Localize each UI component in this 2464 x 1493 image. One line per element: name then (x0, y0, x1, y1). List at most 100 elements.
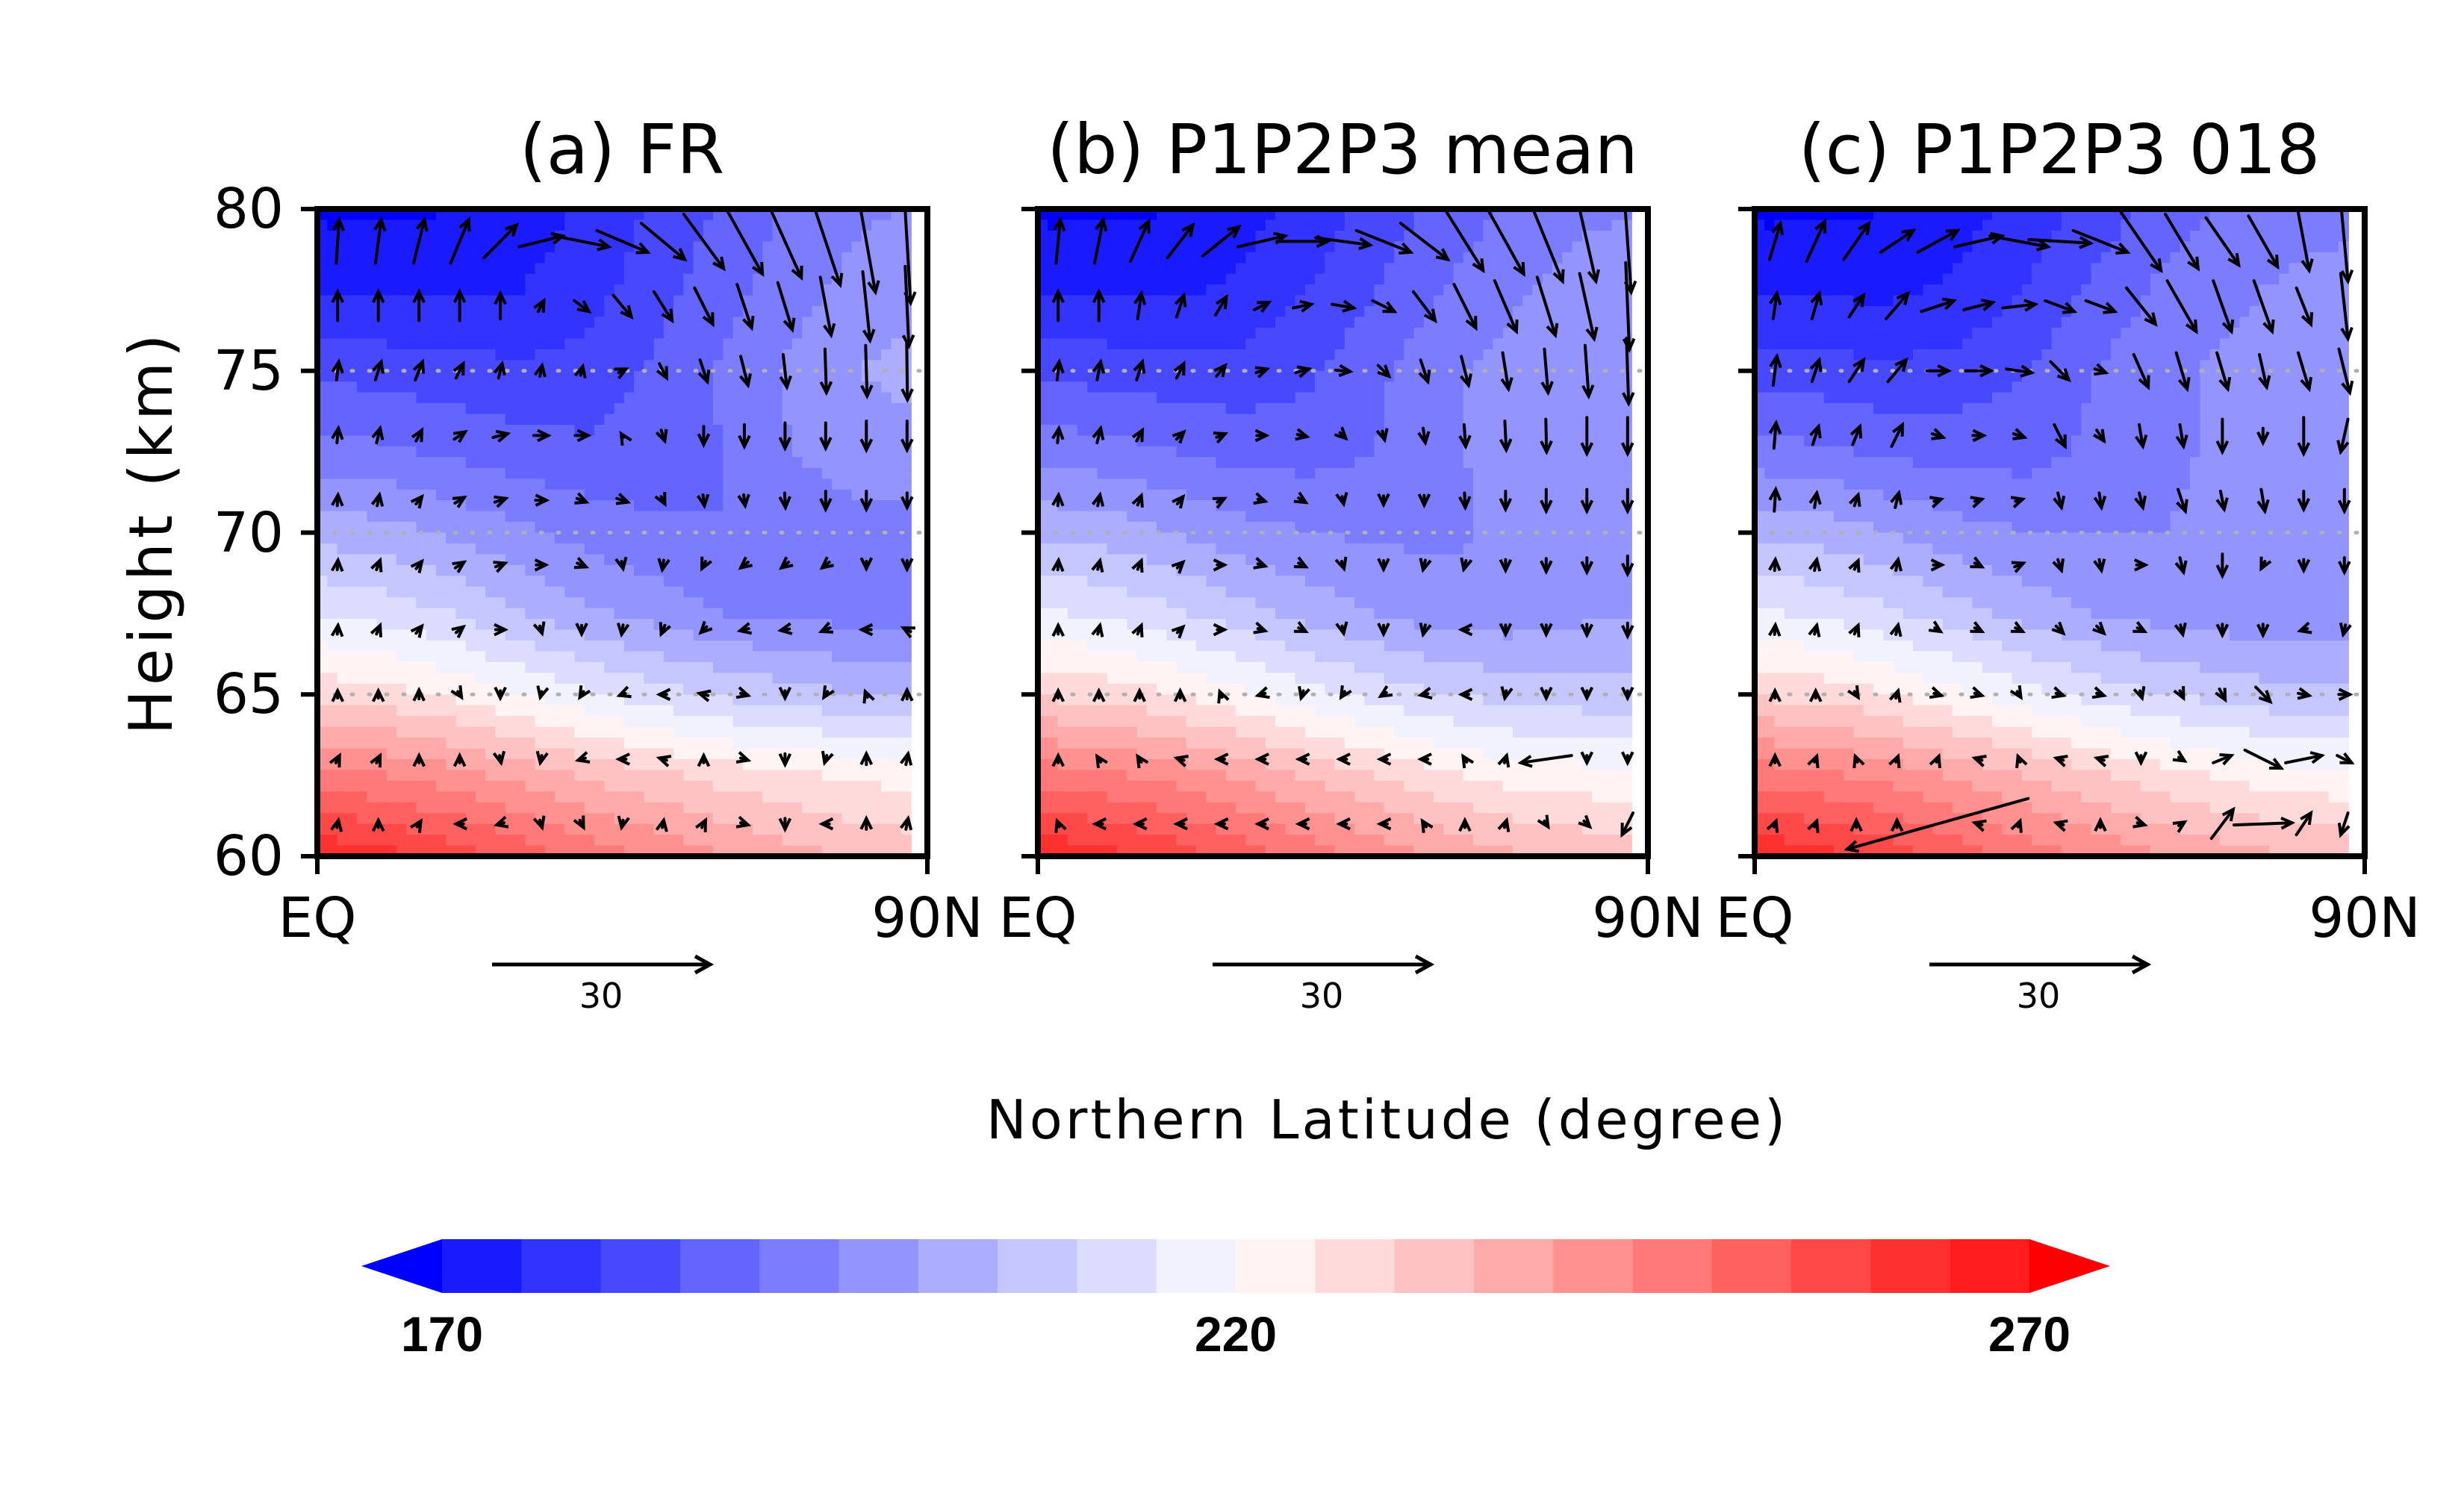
temperature-cell (1434, 392, 1445, 404)
temperature-cell (535, 511, 546, 523)
temperature-cell (772, 467, 783, 480)
temperature-cell (564, 651, 576, 663)
temperature-cell (1384, 273, 1395, 285)
temperature-cell (871, 597, 883, 609)
temperature-cell (1315, 349, 1326, 361)
temperature-cell (327, 683, 338, 696)
temperature-cell (881, 823, 892, 835)
temperature-cell (1434, 403, 1445, 415)
temperature-cell (861, 780, 872, 793)
temperature-cell (634, 640, 645, 652)
temperature-cell (614, 802, 625, 814)
temperature-cell (337, 791, 348, 803)
temperature-cell (1473, 392, 1484, 404)
temperature-cell (1522, 219, 1534, 231)
temperature-cell (832, 791, 843, 803)
temperature-cell (505, 392, 516, 404)
temperature-cell (693, 414, 704, 426)
temperature-cell (1532, 252, 1543, 264)
temperature-cell (762, 597, 774, 609)
temperature-cell (653, 479, 665, 490)
temperature-cell (386, 694, 397, 706)
temperature-cell (426, 716, 437, 728)
temperature-cell (535, 263, 546, 275)
temperature-cell (426, 554, 437, 566)
temperature-cell (515, 479, 526, 490)
temperature-cell (753, 381, 764, 393)
temperature-cell (357, 392, 368, 404)
temperature-cell (505, 414, 516, 426)
temperature-cell (732, 619, 744, 631)
temperature-cell (476, 835, 487, 847)
temperature-cell (614, 263, 625, 275)
temperature-cell (1107, 392, 1118, 404)
temperature-cell (584, 360, 595, 372)
temperature-cell (693, 317, 704, 328)
wind-vector (859, 420, 874, 454)
temperature-cell (515, 284, 526, 296)
temperature-cell (1157, 317, 1168, 328)
temperature-cell (614, 543, 625, 555)
temperature-cell (1483, 230, 1494, 243)
temperature-cell (732, 791, 744, 803)
temperature-cell (555, 748, 566, 760)
temperature-cell (881, 770, 892, 782)
temperature-cell (436, 597, 447, 609)
temperature-cell (1423, 273, 1434, 285)
temperature-cell (644, 522, 655, 534)
temperature-cell (653, 716, 665, 728)
temperature-cell (337, 661, 348, 674)
temperature-cell (871, 479, 883, 490)
temperature-cell (535, 651, 546, 663)
temperature-cell (476, 263, 487, 275)
temperature-cell (1136, 263, 1148, 275)
temperature-cell (564, 392, 576, 404)
temperature-cell (1295, 317, 1306, 328)
temperature-cell (495, 273, 506, 285)
temperature-cell (426, 758, 437, 771)
temperature-cell (821, 479, 833, 490)
temperature-cell (1265, 252, 1276, 264)
temperature-cell (386, 619, 397, 631)
temperature-cell (367, 446, 378, 458)
temperature-cell (802, 425, 813, 437)
temperature-cell (505, 381, 516, 393)
temperature-cell (742, 446, 753, 458)
temperature-cell (594, 586, 606, 599)
temperature-cell (900, 673, 912, 685)
temperature-cell (1245, 403, 1257, 415)
temperature-cell (1157, 273, 1168, 285)
temperature-cell (881, 554, 892, 566)
temperature-cell (1413, 263, 1425, 275)
temperature-cell (1216, 403, 1227, 415)
wind-vector (494, 686, 507, 702)
temperature-cell (782, 661, 793, 674)
temperature-cell (1404, 263, 1415, 275)
temperature-cell (1334, 219, 1345, 231)
temperature-cell (357, 403, 368, 415)
wind-vector (450, 685, 464, 700)
temperature-cell (881, 392, 892, 404)
temperature-cell (436, 273, 447, 285)
temperature-cell (346, 726, 358, 738)
temperature-cell (485, 726, 497, 738)
temperature-cell (376, 802, 388, 814)
temperature-cell (1542, 219, 1553, 231)
temperature-cell (485, 360, 497, 372)
temperature-cell (753, 640, 764, 652)
temperature-cell (713, 823, 724, 835)
temperature-cell (1157, 425, 1168, 437)
temperature-cell (505, 629, 516, 641)
temperature-cell (881, 694, 892, 706)
temperature-cell (1602, 349, 1613, 361)
temperature-cell (653, 726, 665, 738)
temperature-cell (455, 338, 467, 350)
temperature-cell (367, 683, 378, 696)
temperature-cell (723, 705, 734, 717)
temperature-cell (446, 230, 457, 243)
temperature-cell (584, 597, 595, 609)
temperature-cell (1394, 403, 1405, 415)
temperature-cell (327, 338, 338, 350)
temperature-cell (396, 586, 408, 599)
temperature-cell (841, 738, 853, 749)
